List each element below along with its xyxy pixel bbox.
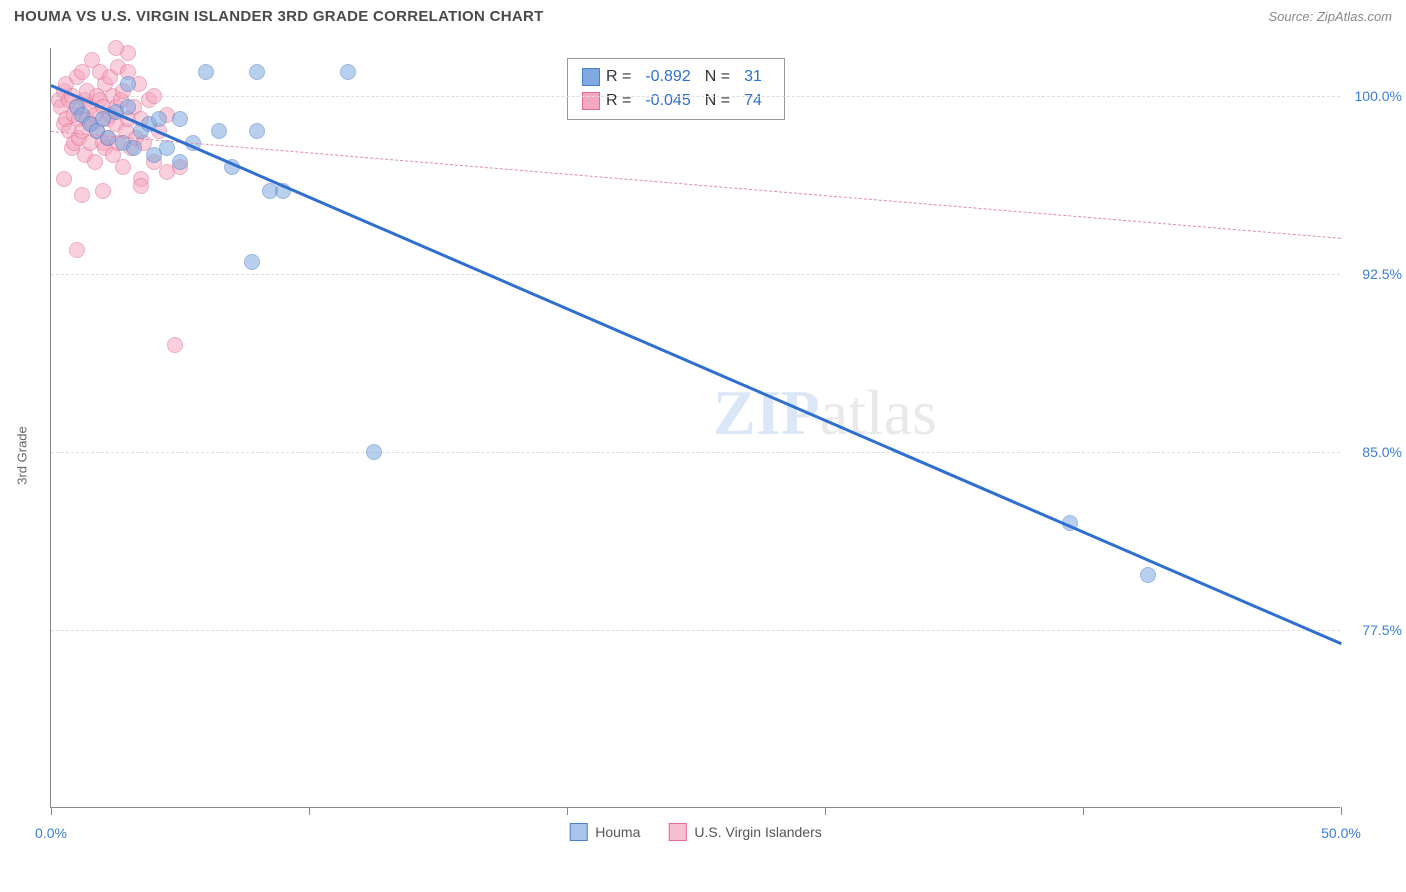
scatter-point — [126, 140, 142, 156]
y-tick-label: 85.0% — [1362, 444, 1402, 460]
scatter-point — [172, 111, 188, 127]
trend-line — [51, 131, 1341, 239]
legend-swatch — [569, 823, 587, 841]
scatter-point — [108, 40, 124, 56]
scatter-point — [95, 183, 111, 199]
plot-area: ZIPatlas R =-0.892N =31R =-0.045N =74 Ho… — [50, 48, 1340, 808]
legend-item: U.S. Virgin Islanders — [668, 823, 821, 841]
chart-title: HOUMA VS U.S. VIRGIN ISLANDER 3RD GRADE … — [14, 8, 544, 25]
x-tick — [567, 807, 568, 815]
x-tick — [51, 807, 52, 815]
legend: Houma U.S. Virgin Islanders — [569, 823, 822, 841]
scatter-point — [74, 187, 90, 203]
scatter-point — [151, 111, 167, 127]
x-tick — [309, 807, 310, 815]
y-tick-label: 100.0% — [1355, 88, 1402, 104]
y-axis-label: 3rd Grade — [15, 426, 30, 485]
scatter-point — [120, 76, 136, 92]
scatter-point — [1140, 567, 1156, 583]
gridline — [51, 452, 1340, 453]
scatter-point — [69, 242, 85, 258]
scatter-point — [115, 159, 131, 175]
stats-row: R =-0.045 N =74 — [582, 89, 770, 113]
scatter-point — [366, 444, 382, 460]
chart-container: 3rd Grade ZIPatlas R =-0.892N =31R =-0.0… — [50, 48, 1390, 848]
r-value: -0.892 — [637, 65, 698, 89]
scatter-point — [120, 99, 136, 115]
scatter-point — [133, 178, 149, 194]
scatter-point — [172, 154, 188, 170]
y-tick-label: 92.5% — [1362, 266, 1402, 282]
correlation-stats-box: R =-0.892 N =31 R =-0.045 N =74 — [567, 58, 785, 120]
x-tick — [825, 807, 826, 815]
scatter-point — [56, 171, 72, 187]
x-tick — [1341, 807, 1342, 815]
scatter-point — [100, 130, 116, 146]
y-tick-label: 77.5% — [1362, 622, 1402, 638]
scatter-point — [146, 88, 162, 104]
n-value: 74 — [736, 89, 770, 113]
n-value: 31 — [736, 65, 770, 89]
n-label: N = — [705, 89, 730, 113]
series-swatch — [582, 68, 600, 86]
scatter-point — [244, 254, 260, 270]
scatter-point — [249, 123, 265, 139]
legend-label: Houma — [595, 824, 640, 840]
gridline — [51, 274, 1340, 275]
stats-row: R =-0.892 N =31 — [582, 65, 770, 89]
r-label: R = — [606, 65, 631, 89]
x-tick-label: 50.0% — [1321, 825, 1361, 841]
n-label: N = — [705, 65, 730, 89]
watermark-atlas: atlas — [820, 377, 937, 448]
source-attribution: Source: ZipAtlas.com — [1268, 9, 1392, 24]
scatter-point — [249, 64, 265, 80]
legend-swatch — [668, 823, 686, 841]
r-value: -0.045 — [637, 89, 698, 113]
scatter-point — [167, 337, 183, 353]
gridline — [51, 96, 1340, 97]
x-tick-label: 0.0% — [35, 825, 67, 841]
scatter-point — [198, 64, 214, 80]
x-tick — [1083, 807, 1084, 815]
legend-item: Houma — [569, 823, 640, 841]
legend-label: U.S. Virgin Islanders — [694, 824, 821, 840]
r-label: R = — [606, 89, 631, 113]
scatter-point — [211, 123, 227, 139]
scatter-point — [340, 64, 356, 80]
trend-line — [50, 84, 1341, 645]
scatter-point — [87, 154, 103, 170]
gridline — [51, 630, 1340, 631]
